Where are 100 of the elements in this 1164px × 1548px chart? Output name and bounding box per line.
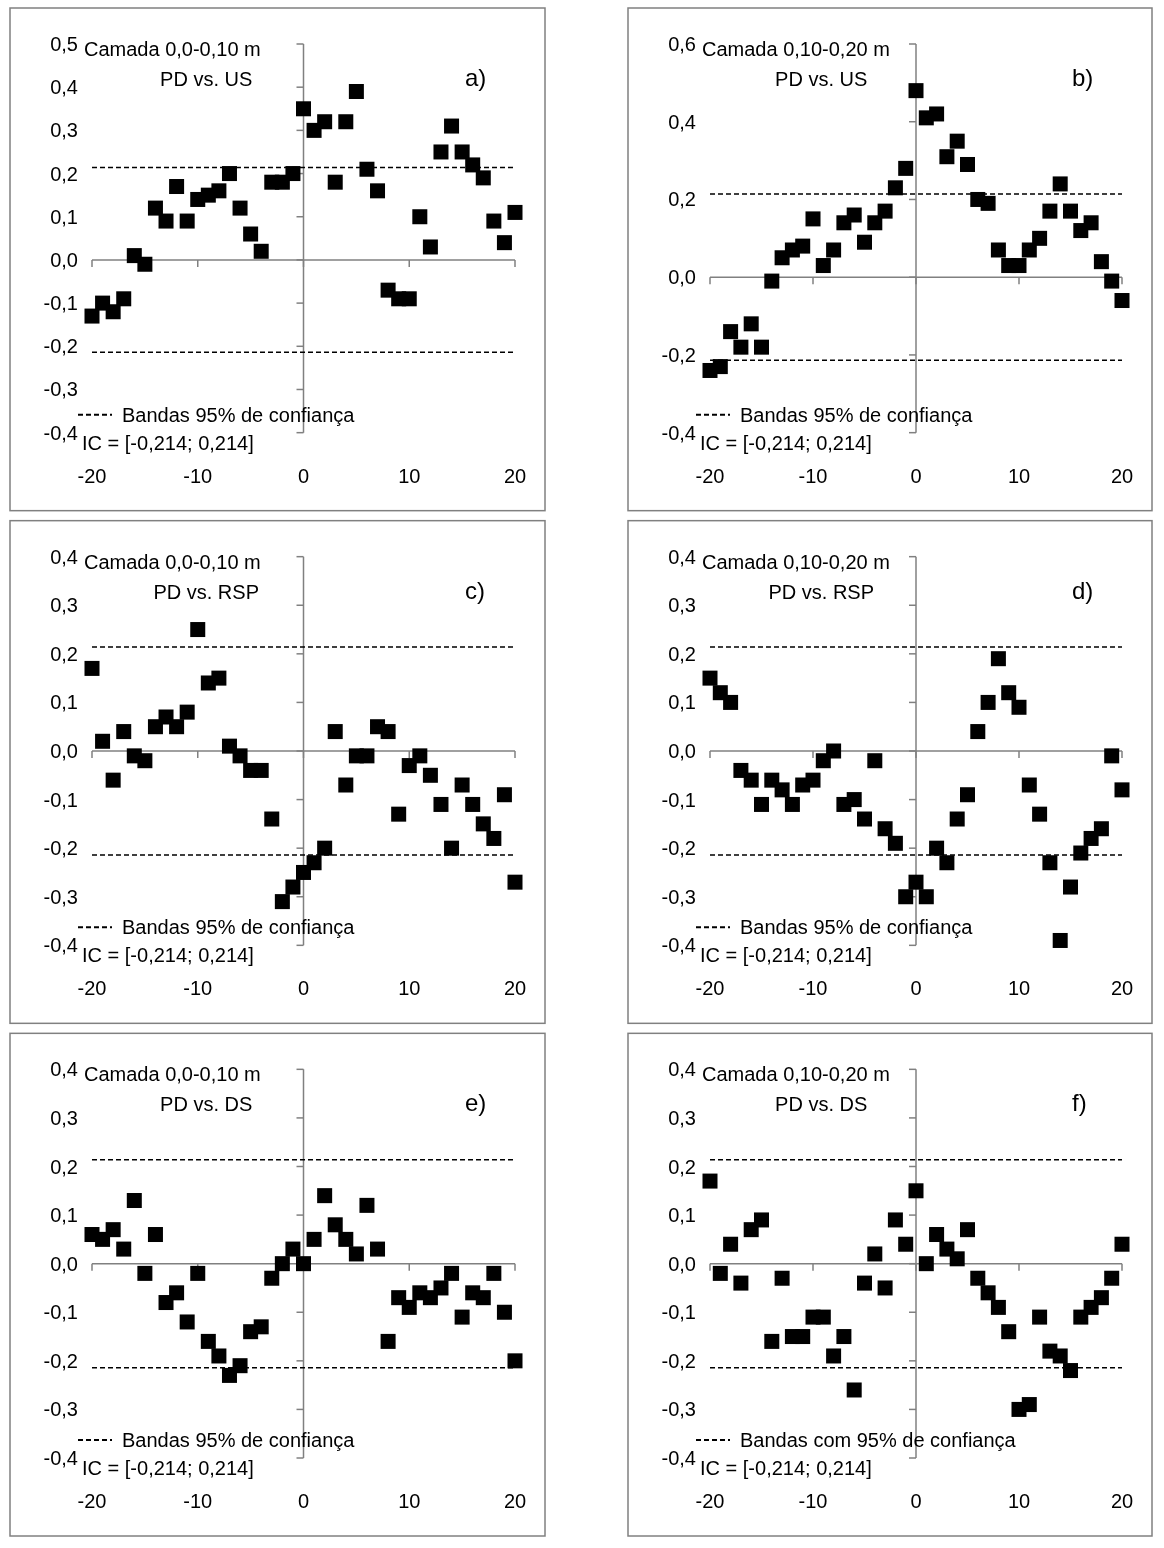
chart-title: Camada 0,10-0,20 m (702, 550, 890, 573)
y-tick-label: 0,3 (50, 594, 78, 617)
text: PD vs. RSP (153, 580, 259, 603)
legend-label: Bandas com 95% de confiança (740, 1429, 1017, 1451)
chart-title: Camada 0,10-0,20 m (702, 38, 890, 60)
chart-title: Camada 0,0-0,10 m (84, 1063, 261, 1086)
y-tick-label: 0,0 (668, 740, 696, 762)
y-tick-label: 0,4 (668, 1058, 696, 1081)
y-tick-label: 0,1 (668, 691, 696, 714)
annotation: IC = [-0,214; 0,214] (700, 431, 872, 454)
y-tick-label: -0,4 (661, 1447, 696, 1469)
y-tick-label: 0,4 (50, 76, 78, 99)
x-tick-label: 10 (1007, 1490, 1031, 1512)
y-tick-label: 0,3 (668, 594, 696, 617)
x-tick-label: -20 (77, 464, 107, 487)
annotation: f) (1072, 1089, 1087, 1117)
legend-label: Bandas 95% de confiança (122, 1429, 356, 1451)
x-tick-label: 0 (910, 1490, 922, 1512)
y-tick-label: 0,2 (668, 188, 696, 211)
x-tick-label: -10 (183, 464, 213, 487)
annotation: IC = [-0,214; 0,214] (700, 1457, 872, 1479)
y-tick-label: 0,3 (50, 1106, 78, 1129)
y-tick-label: -0,4 (661, 934, 696, 957)
legend-label: Bandas 95% de confiança (740, 403, 974, 426)
x-tick-label: -10 (798, 977, 828, 1000)
x-tick-label: 10 (398, 464, 421, 487)
y-tick-label: 0,1 (50, 691, 78, 714)
y-tick-label: -0,1 (43, 788, 78, 811)
y-tick-label: -0,2 (43, 837, 78, 860)
x-tick-label: -20 (77, 977, 107, 1000)
y-tick-label: 0,6 (668, 33, 696, 55)
x-tick-label: 20 (1110, 977, 1134, 1000)
annotation: a) (465, 64, 487, 91)
y-tick-label: 0,2 (50, 642, 78, 665)
y-tick-label: 0,5 (50, 33, 78, 55)
annotation: IC = [-0,214; 0,214] (82, 431, 254, 454)
y-tick-label: -0,1 (661, 1301, 696, 1324)
x-tick-label: 0 (910, 977, 922, 1000)
legend-label: Bandas 95% de confiança (122, 916, 356, 939)
x-tick-label: -10 (798, 1490, 828, 1512)
y-tick-label: 0,4 (50, 1058, 78, 1081)
x-tick-label: 20 (1110, 1490, 1134, 1512)
x-tick-label: -10 (183, 977, 213, 1000)
y-tick-label: -0,2 (661, 343, 696, 366)
y-tick-label: 0,2 (50, 162, 78, 185)
annotation: e) (465, 1089, 487, 1117)
x-tick-label: 10 (398, 977, 421, 1000)
y-tick-label: 0,1 (50, 1204, 78, 1227)
x-tick-label: 10 (1007, 464, 1031, 487)
text: PD vs. US (775, 68, 868, 90)
x-tick-label: 0 (297, 1490, 310, 1512)
x-tick-label: 20 (1110, 464, 1134, 487)
x-tick-label: -10 (798, 464, 828, 487)
y-tick-label: 0,2 (668, 642, 696, 665)
y-tick-label: -0,3 (661, 1398, 696, 1421)
text: PD vs. DS (775, 1093, 868, 1116)
x-tick-label: 20 (503, 1490, 527, 1512)
y-tick-label: -0,1 (43, 1301, 78, 1324)
x-tick-label: -20 (695, 977, 725, 1000)
annotation: IC = [-0,214; 0,214] (82, 944, 254, 967)
y-tick-label: -0,2 (43, 335, 78, 358)
legend-label: Bandas 95% de confiança (740, 916, 974, 939)
chart-title: Camada 0,10-0,20 m (702, 1063, 890, 1086)
text: PD vs. RSP (768, 580, 875, 603)
y-tick-label: -0,2 (43, 1349, 78, 1372)
y-tick-label: 0,0 (50, 248, 78, 271)
y-tick-label: -0,2 (661, 837, 696, 860)
y-tick-label: 0,1 (50, 205, 78, 228)
y-tick-label: -0,4 (661, 421, 696, 444)
x-tick-label: 0 (297, 464, 310, 487)
text: PD vs. DS (160, 1093, 253, 1116)
chart-title: Camada 0,0-0,10 m (84, 38, 261, 60)
y-tick-label: -0,4 (43, 1447, 78, 1469)
annotation: IC = [-0,214; 0,214] (82, 1457, 254, 1479)
x-tick-label: -10 (183, 1490, 213, 1512)
y-tick-label: 0,4 (50, 545, 78, 568)
y-tick-label: 0,2 (668, 1155, 696, 1178)
y-tick-label: 0,1 (668, 1204, 696, 1227)
y-tick-label: 0,3 (668, 1106, 696, 1129)
annotation: d) (1072, 576, 1094, 604)
y-tick-label: -0,1 (661, 788, 696, 811)
x-tick-label: -20 (695, 464, 725, 487)
y-tick-label: -0,3 (661, 885, 696, 908)
y-tick-label: 0,0 (50, 1252, 78, 1275)
x-tick-label: -20 (77, 1490, 107, 1512)
y-tick-label: 0,0 (668, 266, 696, 289)
y-tick-label: 0,3 (50, 119, 78, 142)
x-tick-label: 10 (398, 1490, 421, 1512)
y-tick-label: -0,3 (43, 1398, 78, 1421)
annotation: b) (1072, 64, 1094, 91)
y-tick-label: -0,4 (43, 934, 78, 957)
y-tick-label: -0,2 (661, 1349, 696, 1372)
y-tick-label: 0,2 (50, 1155, 78, 1178)
x-tick-label: 20 (503, 977, 527, 1000)
y-tick-label: -0,4 (43, 421, 78, 444)
text: PD vs. US (160, 68, 253, 90)
y-tick-label: 0,4 (668, 545, 696, 568)
x-tick-label: 0 (297, 977, 310, 1000)
chart-title: Camada 0,0-0,10 m (84, 550, 261, 573)
y-tick-label: -0,1 (43, 292, 78, 315)
